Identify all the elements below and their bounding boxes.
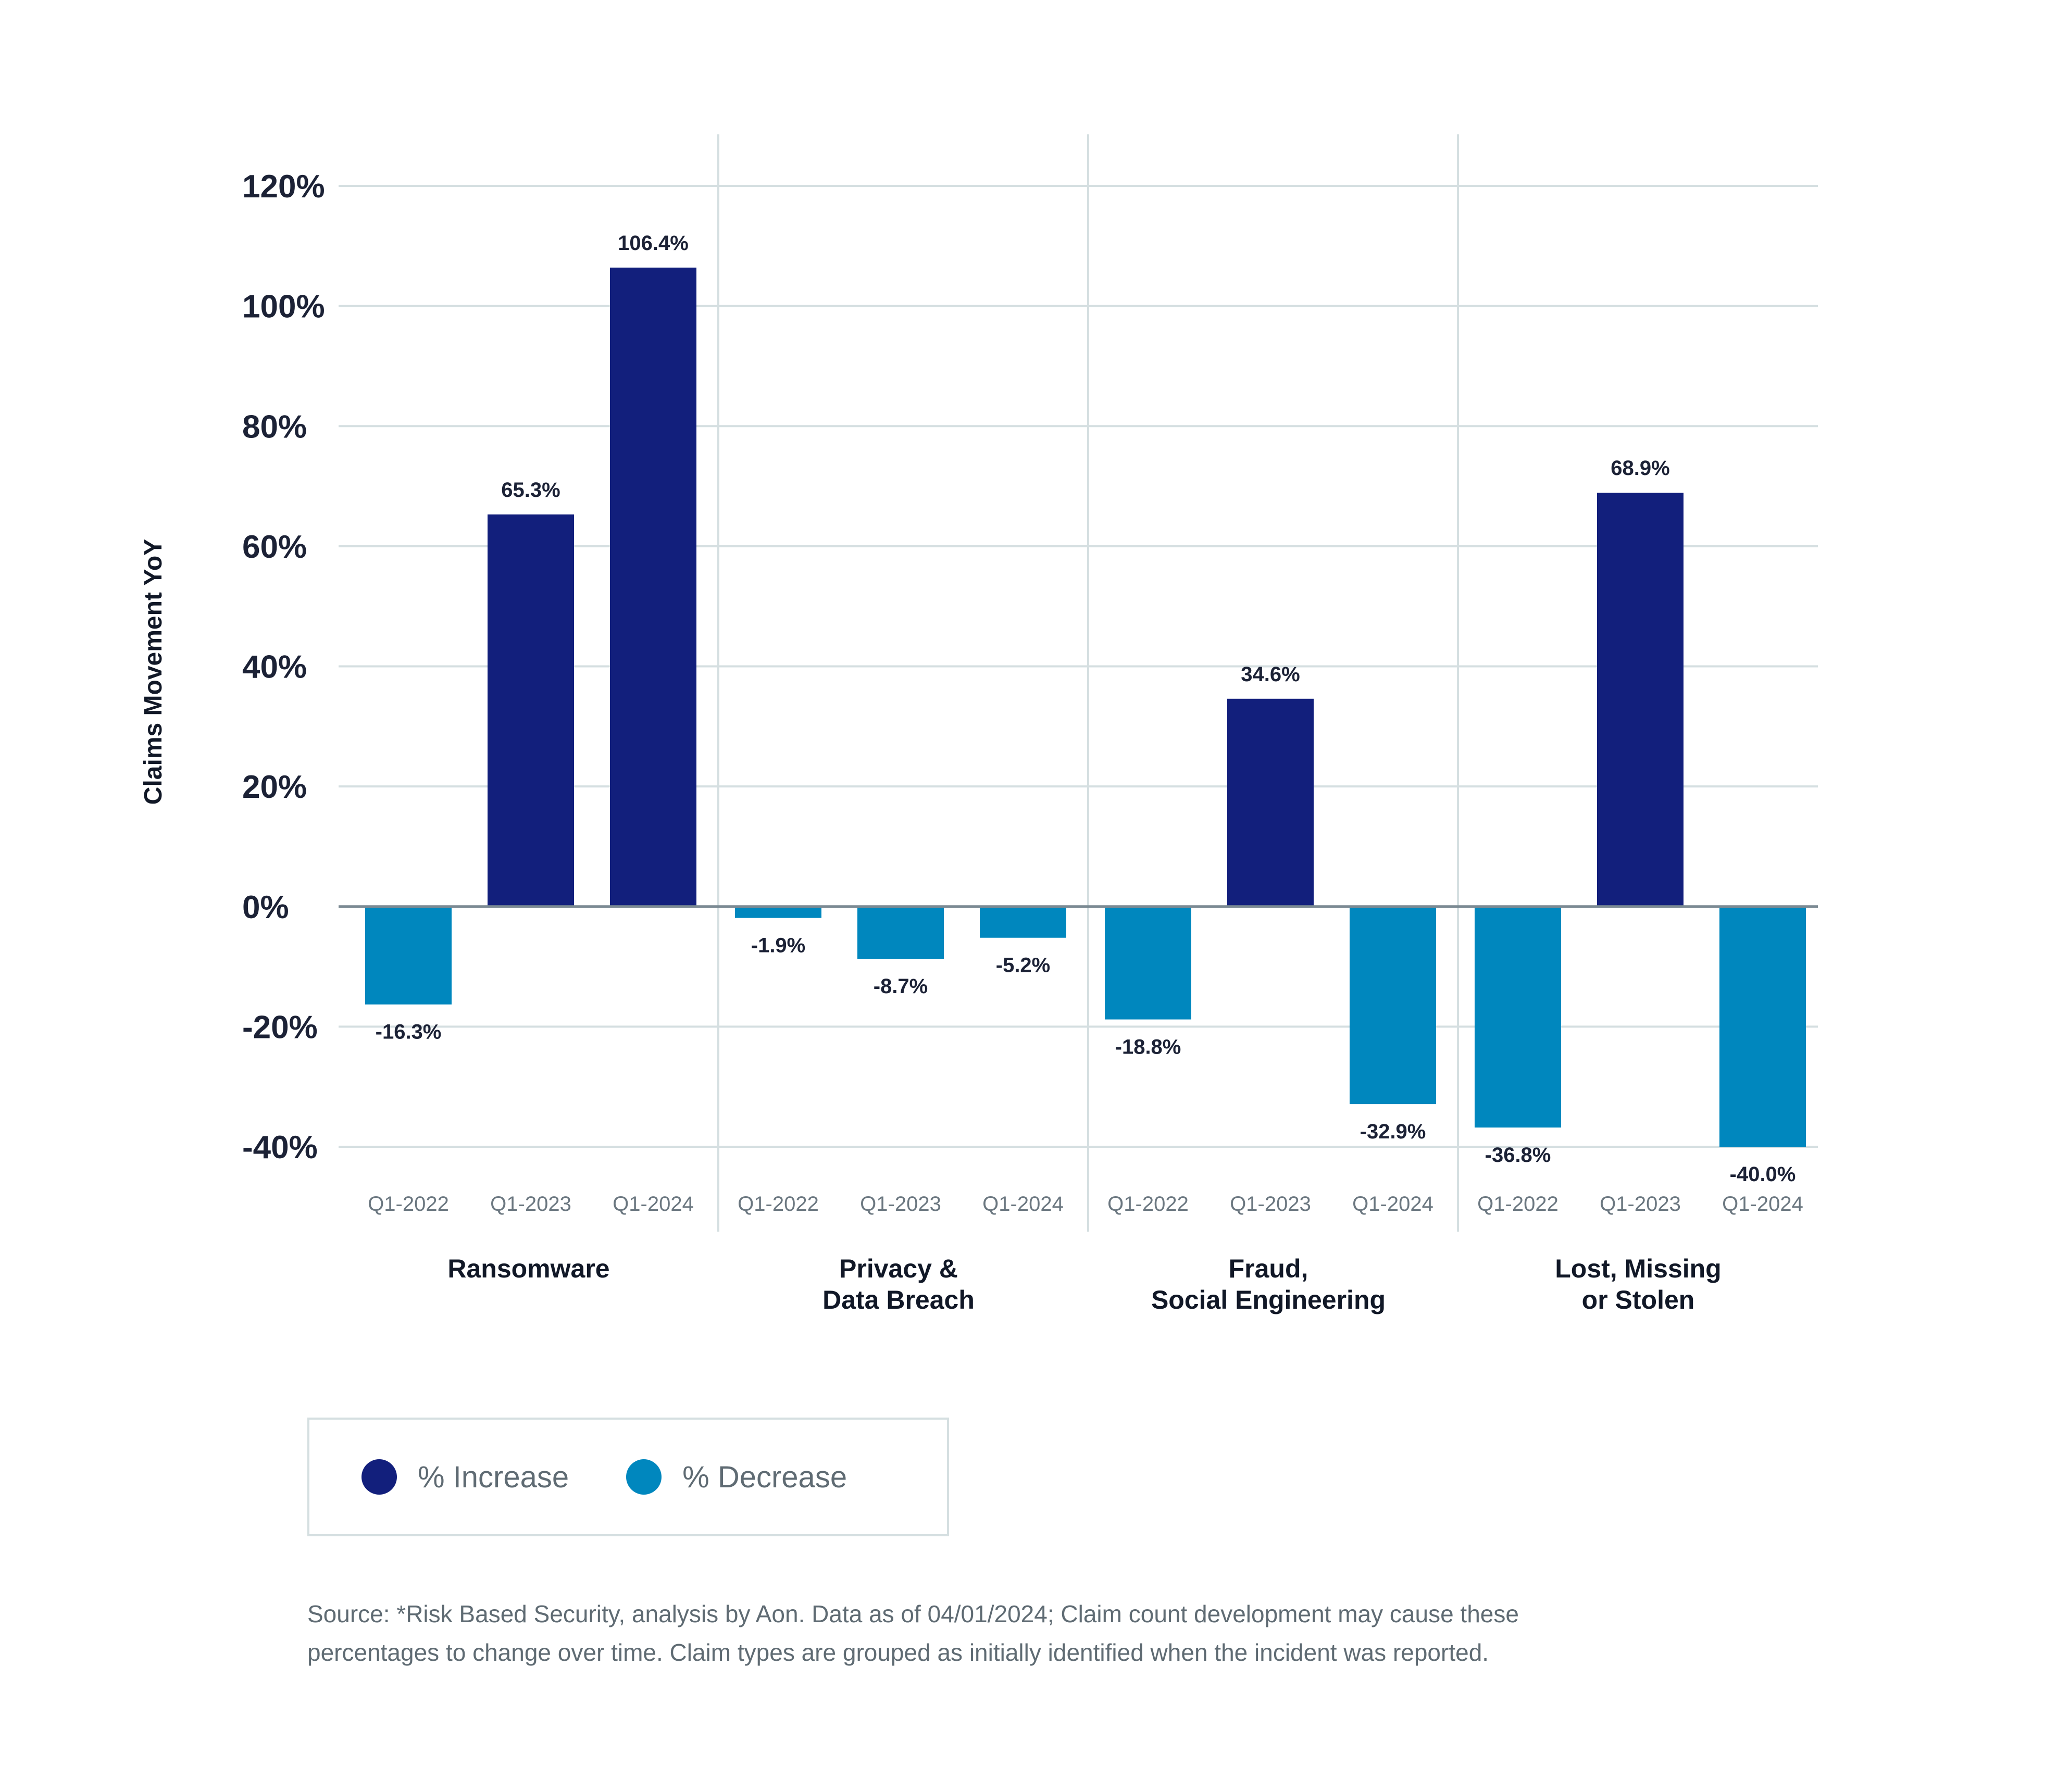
data-label: 68.9% [1611,457,1669,480]
x-tick-label: Q1-2023 [1600,1193,1681,1215]
data-label: -1.9% [751,934,806,957]
group-label: Lost, Missing [1555,1254,1721,1283]
y-tick-label: -20% [242,1009,318,1045]
y-tick-label: 40% [242,649,307,685]
legend-item-decrease: % Decrease [626,1459,847,1495]
bar [735,906,821,918]
data-label: -5.2% [996,954,1051,977]
bar [1597,493,1684,907]
source-line-1: Source: *Risk Based Security, analysis b… [307,1600,1519,1627]
bar [365,906,452,1005]
data-label: -32.9% [1360,1120,1426,1143]
y-tick-label: 20% [242,769,307,805]
x-tick-label: Q1-2022 [1477,1193,1558,1215]
data-label: -36.8% [1485,1144,1551,1167]
group-label: Fraud, [1229,1254,1308,1283]
group-label: Data Breach [822,1285,975,1314]
bar [1105,906,1191,1020]
source-note: Source: *Risk Based Security, analysis b… [307,1595,1818,1672]
x-tick-label: Q1-2022 [738,1193,819,1215]
y-axis-title: Claims Movement YoY [140,539,167,805]
data-label: -16.3% [376,1021,442,1044]
bar [488,514,574,907]
x-tick-label: Q1-2024 [1722,1193,1803,1215]
data-label: 65.3% [501,479,560,502]
x-tick-label: Q1-2023 [860,1193,941,1215]
data-label: 34.6% [1241,663,1300,686]
data-label: -18.8% [1115,1036,1181,1059]
source-line-2: percentages to change over time. Claim t… [307,1639,1489,1666]
bar [1475,906,1561,1128]
group-label: Social Engineering [1151,1285,1386,1314]
group-label: Privacy & [839,1254,958,1283]
x-tick-label: Q1-2024 [613,1193,694,1215]
bar [857,906,944,959]
y-tick-label: 100% [242,289,325,325]
group-label: or Stolen [1582,1285,1695,1314]
y-tick-label: 80% [242,409,307,445]
x-tick-label: Q1-2023 [490,1193,571,1215]
y-tick-label: -40% [242,1130,318,1166]
y-tick-label: 120% [242,169,325,205]
bar [980,906,1066,938]
legend-item-increase: % Increase [361,1459,569,1495]
bar [610,267,696,907]
chart-area: 120% 100% 80% 60% 40% 20% 0% -20% -40% Claims Mov… [140,134,1818,1314]
y-tick-label: 0% [242,889,289,925]
x-tick-label: Q1-2022 [1107,1193,1189,1215]
legend-label-increase: % Increase [418,1460,569,1494]
x-tick-label: Q1-2024 [1352,1193,1433,1215]
x-tick-label: Q1-2022 [368,1193,449,1215]
legend-label-decrease: % Decrease [682,1460,847,1494]
data-label: -40.0% [1730,1163,1796,1186]
bar-chart: 120% 100% 80% 60% 40% 20% 0% -20% -40% Claims Mov… [140,134,1818,1314]
increase-swatch-icon [361,1459,397,1495]
data-label: -8.7% [874,975,928,998]
group-label: Ransomware [447,1254,609,1283]
decrease-swatch-icon [626,1459,662,1495]
bar [1350,906,1436,1105]
y-tick-label: 60% [242,529,307,565]
legend: % Increase % Decrease [307,1418,949,1536]
bar [1227,698,1314,907]
data-label: 106.4% [618,232,689,255]
bar [1719,906,1806,1147]
x-tick-label: Q1-2023 [1230,1193,1311,1215]
x-tick-label: Q1-2024 [982,1193,1064,1215]
